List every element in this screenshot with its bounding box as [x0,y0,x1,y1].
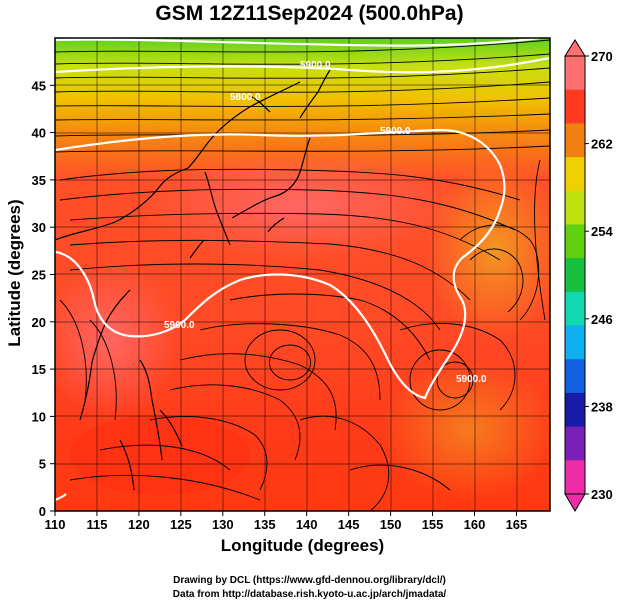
contour-label: 5800.0 [230,92,261,103]
colorbar-segment [565,392,585,428]
x-tick-label: 165 [506,517,528,532]
colorbar-segment [565,224,585,259]
y-tick-label: 0 [39,504,46,519]
colorbar-tick-label: 262 [591,137,613,152]
height-contours [55,38,550,502]
y-tick-label: 45 [32,78,46,93]
colorbar-segment [565,426,585,461]
contour-label: 5900.0 [380,126,411,137]
x-tick-label: 110 [45,517,66,532]
x-tick-label: 115 [86,517,107,532]
contour-label: 5900.0 [300,60,331,71]
temperature-field [55,38,550,511]
y-axis-ticks: 0 5 10 15 20 25 30 35 40 45 [32,78,55,519]
x-tick-label: 145 [338,517,360,532]
colorbar-segment [565,258,585,293]
colorbar-segment [565,291,585,327]
x-tick-label: 135 [254,517,276,532]
x-tick-label: 150 [380,517,402,532]
colorbar-segment [565,190,585,226]
x-tick-label: 125 [170,517,192,532]
x-tick-label: 160 [464,517,486,532]
x-tick-label: 140 [296,517,318,532]
contour-label: 5900.0 [456,374,487,385]
y-tick-label: 30 [32,220,46,235]
colorbar-segment [565,123,585,158]
colorbar-segment [565,157,585,192]
y-tick-label: 15 [32,362,46,377]
colorbar-tick-label: 270 [591,49,613,64]
x-tick-label: 155 [422,517,444,532]
map-title: GSM 12Z11Sep2024 (500.0hPa) [155,2,464,25]
y-tick-label: 35 [32,173,46,188]
colorbar-tick-label: 230 [591,487,613,502]
y-tick-label: 40 [32,126,46,141]
colorbar-segment [565,359,585,394]
colorbar-segment [565,56,585,91]
coastlines [55,69,331,491]
y-tick-label: 20 [32,315,46,330]
y-tick-label: 25 [32,268,46,283]
colorbar-segment [565,460,585,495]
x-tick-label: 130 [212,517,234,532]
x-axis-label: Longitude (degrees) [220,536,385,555]
y-axis-label: Latitude (degrees) [5,199,24,347]
colorbar-tick-label: 254 [591,224,613,239]
credit-drawing: Drawing by DCL (https://www.gfd-dennou.o… [173,575,446,586]
graticule [55,38,550,511]
x-tick-label: 120 [128,517,150,532]
colorbar-top-arrow [564,39,586,57]
x-axis-ticks: 110 115 120 125 130 135 140 145 150 155 160 165 [45,511,528,532]
y-tick-label: 5 [39,457,46,472]
credit-data: Data from http://database.rish.kyoto-u.a… [172,589,447,600]
y-tick-label: 10 [32,409,46,424]
contour-label: 5900.0 [164,320,195,331]
colorbar-segment [565,89,585,124]
contour-labels: 5900.0 5800.0 5900.0 5900.0 5900.0 [164,60,487,385]
colorbar-tick-label: 238 [591,399,613,414]
colorbar: 230 238 246 254 262 270 [564,39,613,512]
colorbar-bottom-arrow [564,493,586,512]
colorbar-segment [565,325,585,360]
colorbar-tick-label: 246 [591,312,613,327]
